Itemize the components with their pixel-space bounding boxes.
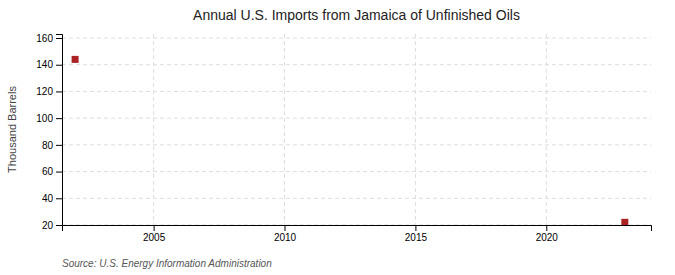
tick-mark: [56, 38, 62, 39]
title: Annual U.S. Imports from Jamaica of Unfi…: [193, 7, 520, 23]
tick-mark: [56, 65, 62, 66]
point: [72, 56, 79, 63]
tick-label: 100: [36, 113, 53, 124]
tick-label: 40: [42, 193, 54, 204]
tick-label: 60: [42, 166, 54, 177]
y-axis-title: Thousand Barrels: [6, 86, 18, 173]
grid-line: [62, 144, 651, 145]
tick-label: 2015: [405, 232, 428, 243]
tick-mark: [56, 91, 62, 92]
grid: [62, 34, 651, 225]
tick-mark: [285, 225, 286, 231]
grid-line: [62, 64, 651, 65]
grid-line: [415, 34, 416, 225]
tick: 80: [42, 140, 62, 151]
tick: 2005: [143, 225, 166, 243]
tick-mark: [415, 225, 416, 231]
tick: 120: [36, 86, 62, 97]
tick-mark: [546, 225, 547, 231]
tick-mark: [56, 145, 62, 146]
tick-label: 2005: [143, 232, 166, 243]
tick: 160: [36, 33, 62, 44]
tick: 2020: [536, 225, 559, 243]
tick-label: 140: [36, 59, 53, 70]
grid-line: [62, 171, 651, 172]
tick: 40: [42, 193, 62, 204]
annotation: Source: U.S. Energy Information Administ…: [62, 258, 272, 269]
grid-line: [546, 34, 547, 225]
axis-line: [56, 35, 63, 226]
tick-mark: [154, 225, 155, 231]
tick-mark: [56, 198, 62, 199]
tick-label: 2020: [536, 232, 559, 243]
tick-label: 20: [42, 220, 54, 231]
tick: 140: [36, 59, 62, 70]
x-axis: 2005 2010 2015 2020: [63, 225, 652, 243]
tick-label: 120: [36, 86, 53, 97]
tick-mark: [56, 172, 62, 173]
plot: 200520102015202020406080100120140160: [36, 33, 651, 243]
tick-label: 80: [42, 140, 54, 151]
chart: 200520102015202020406080100120140160Annu…: [0, 0, 675, 275]
tick-label: 160: [36, 33, 53, 44]
grid-line: [153, 34, 154, 225]
grid-line: [62, 91, 651, 92]
grid-line: [62, 38, 651, 39]
grid-line: [62, 118, 651, 119]
axis-line: [63, 226, 652, 232]
grid-line: [284, 34, 285, 225]
grid-line: [62, 198, 651, 199]
tick-label: 2010: [274, 232, 297, 243]
tick: 2010: [274, 225, 297, 243]
tick-mark: [56, 118, 62, 119]
y-axis: 20 40 60 80 100 120 140 160: [36, 33, 62, 231]
tick-mark: [56, 225, 62, 226]
tick: 20: [42, 220, 62, 231]
tick: 60: [42, 166, 62, 177]
tick: 2015: [405, 225, 428, 243]
marks: [72, 56, 629, 225]
point: [621, 219, 628, 225]
tick: 100: [36, 113, 62, 124]
